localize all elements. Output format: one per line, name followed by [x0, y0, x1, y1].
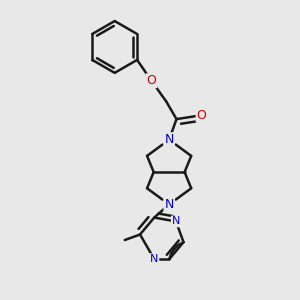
- Text: O: O: [196, 109, 206, 122]
- Text: N: N: [172, 216, 180, 226]
- Text: O: O: [146, 74, 156, 87]
- Text: N: N: [164, 133, 174, 146]
- Text: N: N: [164, 198, 174, 211]
- Text: N: N: [150, 254, 158, 264]
